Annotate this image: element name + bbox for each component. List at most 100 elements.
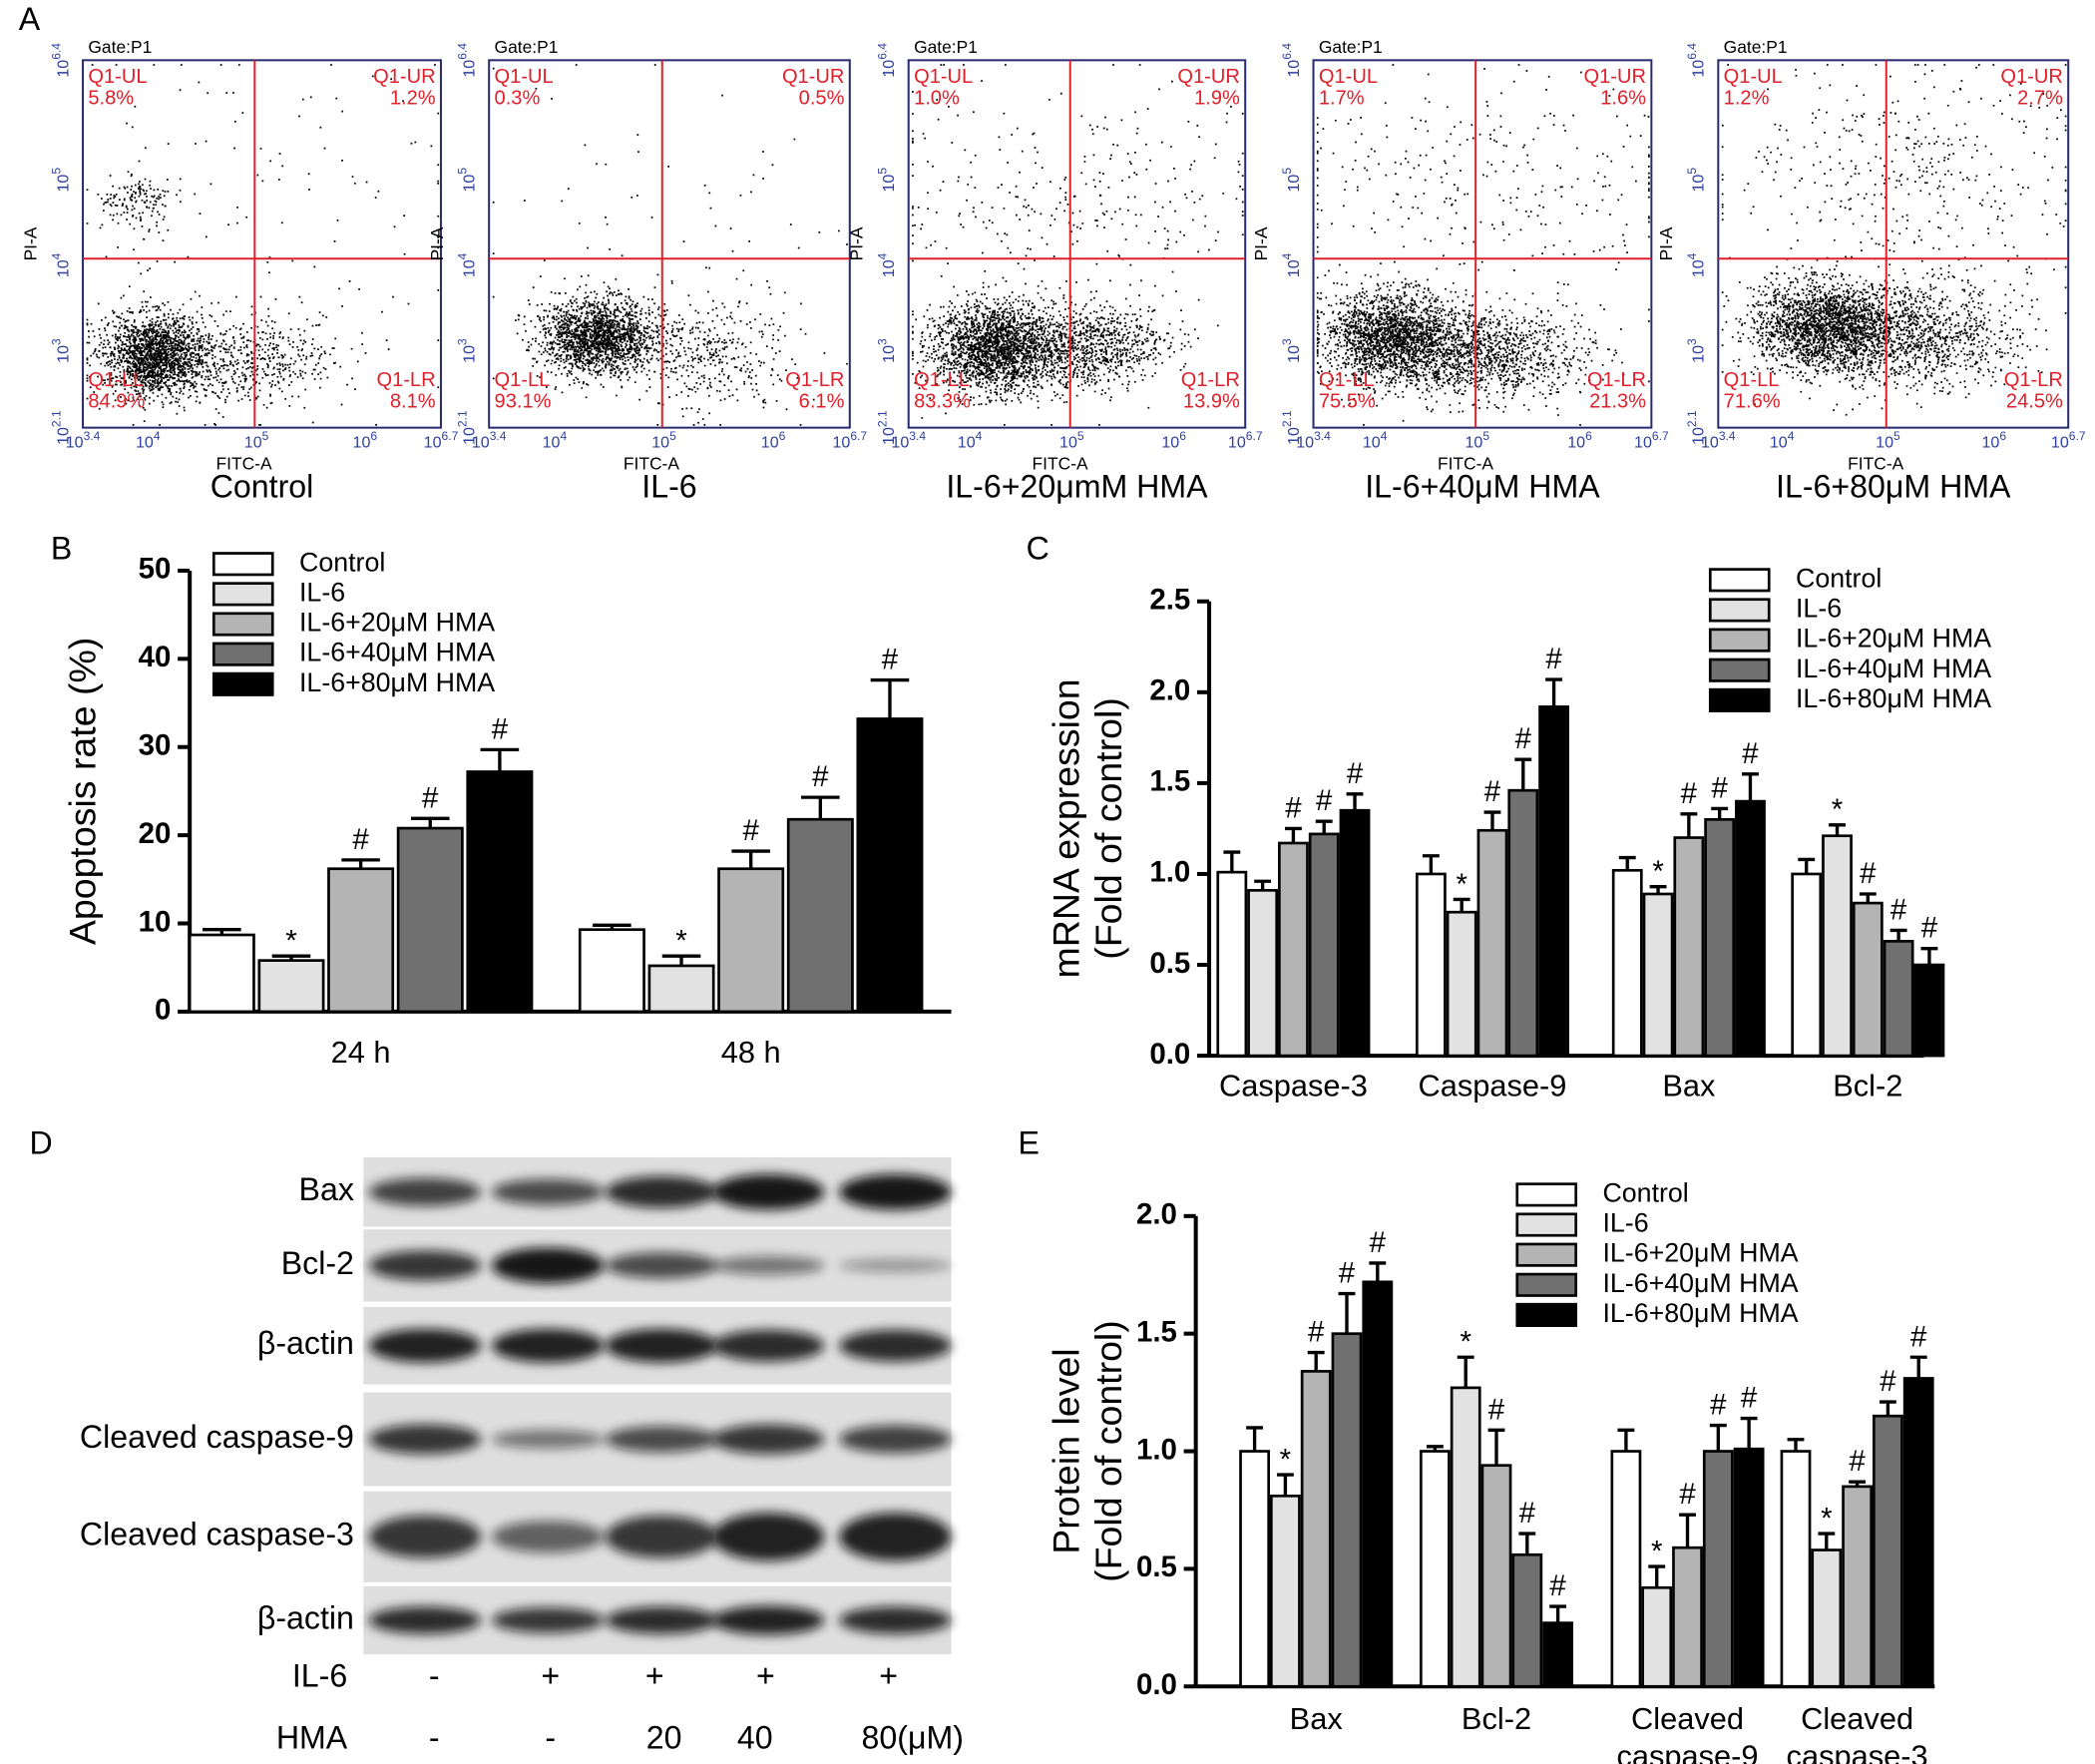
blot-band bbox=[368, 1424, 482, 1455]
y-tick-label: 1.0 bbox=[1149, 856, 1190, 889]
tick-base: 10 bbox=[55, 175, 73, 193]
gate-label: Gate:P1 bbox=[88, 37, 152, 57]
tick-exp: 2.1 bbox=[875, 410, 889, 427]
blot-band bbox=[711, 1605, 825, 1635]
legend-label: IL-6+20μM HMA bbox=[1602, 1238, 1798, 1268]
bar bbox=[1247, 889, 1279, 1058]
significance-mark: * bbox=[675, 925, 686, 958]
bar bbox=[1450, 1386, 1481, 1688]
tick-exp: 5 bbox=[50, 168, 64, 175]
y-tick-label: 105 bbox=[50, 168, 73, 193]
legend-swatch bbox=[1708, 687, 1771, 712]
significance-mark: # bbox=[1545, 643, 1562, 675]
x-tick-label: 104 bbox=[1363, 429, 1388, 452]
plot-frame bbox=[907, 59, 1247, 429]
y-tick-label: 1.5 bbox=[1136, 1315, 1177, 1348]
legend-label: IL-6+20μM HMA bbox=[299, 608, 495, 638]
bar bbox=[396, 826, 464, 1014]
condition-value: - bbox=[429, 1658, 440, 1694]
y-tick-label: 30 bbox=[139, 729, 172, 762]
x-axis-title: FITC-A bbox=[624, 454, 679, 474]
tick-exp: 4 bbox=[1685, 252, 1699, 259]
tick-exp: 4 bbox=[50, 252, 64, 259]
quadrant-name: Q1-UR bbox=[373, 66, 435, 88]
tick-exp: 6.4 bbox=[456, 43, 470, 60]
tick-exp: 3 bbox=[1280, 338, 1294, 345]
gate-label: Gate:P1 bbox=[914, 37, 978, 57]
legend-swatch bbox=[211, 642, 274, 666]
gate-label: Gate:P1 bbox=[495, 37, 559, 57]
bar bbox=[1239, 1450, 1270, 1688]
legend-swatch bbox=[1515, 1182, 1578, 1207]
condition-value: + bbox=[541, 1658, 560, 1694]
bar bbox=[1300, 1370, 1332, 1688]
y-tick-label: 106.4 bbox=[875, 43, 898, 78]
tick-base: 10 bbox=[1228, 434, 1246, 452]
significance-mark: # bbox=[1742, 737, 1759, 770]
y-tick-label: 105 bbox=[875, 168, 898, 193]
blot-band bbox=[368, 1606, 482, 1634]
legend-label: IL-6+40μM HMA bbox=[1796, 654, 1991, 683]
tick-base: 10 bbox=[832, 434, 850, 452]
panel-letter: C bbox=[1027, 530, 1049, 566]
x-tick-label: 106 bbox=[1567, 429, 1592, 452]
tick-exp: 3.4 bbox=[84, 429, 101, 443]
condition-value: - bbox=[429, 1719, 440, 1755]
x-tick-label: 106 bbox=[1981, 429, 2006, 452]
tick-base: 10 bbox=[1690, 60, 1708, 78]
quadrant-percent: 0.3% bbox=[495, 87, 541, 109]
panel-letter: E bbox=[1019, 1124, 1040, 1160]
bar bbox=[647, 964, 715, 1014]
plot-label: IL-6 bbox=[641, 469, 696, 505]
x-tick-label: 103.4 bbox=[472, 429, 507, 452]
x-tick-label: Bax bbox=[1662, 1068, 1716, 1102]
x-axis-title: FITC-A bbox=[1848, 454, 1903, 474]
bar bbox=[1842, 1485, 1874, 1688]
significance-mark: # bbox=[1285, 791, 1302, 824]
plot-label: Control bbox=[210, 469, 314, 505]
panel-letter: D bbox=[29, 1124, 52, 1160]
bar bbox=[1446, 910, 1477, 1058]
quadrant-name: Q1-UR bbox=[1584, 66, 1646, 88]
quadrant-name: Q1-UR bbox=[1177, 66, 1239, 88]
y-tick-label: 0.5 bbox=[1149, 947, 1190, 980]
tick-exp: 3.4 bbox=[1719, 429, 1736, 443]
bar bbox=[856, 717, 924, 1014]
y-tick-label: 103 bbox=[1685, 338, 1708, 363]
tick-exp: 4 bbox=[976, 429, 983, 443]
significance-mark: # bbox=[742, 814, 759, 847]
x-tick-label: 104 bbox=[1770, 429, 1795, 452]
bar bbox=[1419, 1450, 1451, 1688]
bar bbox=[1791, 872, 1823, 1058]
tick-exp: 4 bbox=[456, 252, 470, 259]
x-tick-label: 24 h bbox=[331, 1035, 391, 1070]
tick-exp: 6.4 bbox=[1280, 43, 1294, 60]
x-tick-label: caspase-3 bbox=[1787, 1739, 1928, 1764]
y-axis-title: PI-A bbox=[846, 226, 866, 260]
quadrant-name: Q1-LR bbox=[2004, 369, 2063, 391]
significance-mark: # bbox=[492, 712, 509, 745]
blot-band bbox=[839, 1329, 952, 1362]
legend-label: IL-6 bbox=[1602, 1208, 1648, 1238]
significance-mark: # bbox=[1339, 1257, 1356, 1290]
significance-mark: # bbox=[1347, 757, 1364, 790]
tick-exp: 6.7 bbox=[442, 429, 459, 443]
tick-base: 10 bbox=[2051, 434, 2069, 452]
x-tick-label: 106 bbox=[1161, 429, 1186, 452]
bar bbox=[578, 928, 645, 1014]
tick-base: 10 bbox=[1567, 434, 1585, 452]
legend-swatch bbox=[1515, 1272, 1578, 1297]
significance-mark: # bbox=[1860, 857, 1877, 890]
x-axis-title: FITC-A bbox=[1033, 454, 1088, 474]
tick-exp: 6.4 bbox=[1685, 43, 1699, 60]
x-tick-label: Bcl-2 bbox=[1833, 1068, 1902, 1102]
tick-base: 10 bbox=[424, 434, 442, 452]
quadrant-percent: 84.9% bbox=[88, 390, 145, 412]
significance-mark: # bbox=[352, 823, 369, 856]
legend-label: Control bbox=[1602, 1177, 1688, 1207]
quadrant-percent: 5.8% bbox=[88, 87, 134, 109]
condition-value: 80(μM) bbox=[862, 1719, 964, 1755]
tick-exp: 3.4 bbox=[490, 429, 507, 443]
blot-row-label: Bcl-2 bbox=[281, 1245, 354, 1281]
tick-exp: 6 bbox=[779, 429, 786, 443]
